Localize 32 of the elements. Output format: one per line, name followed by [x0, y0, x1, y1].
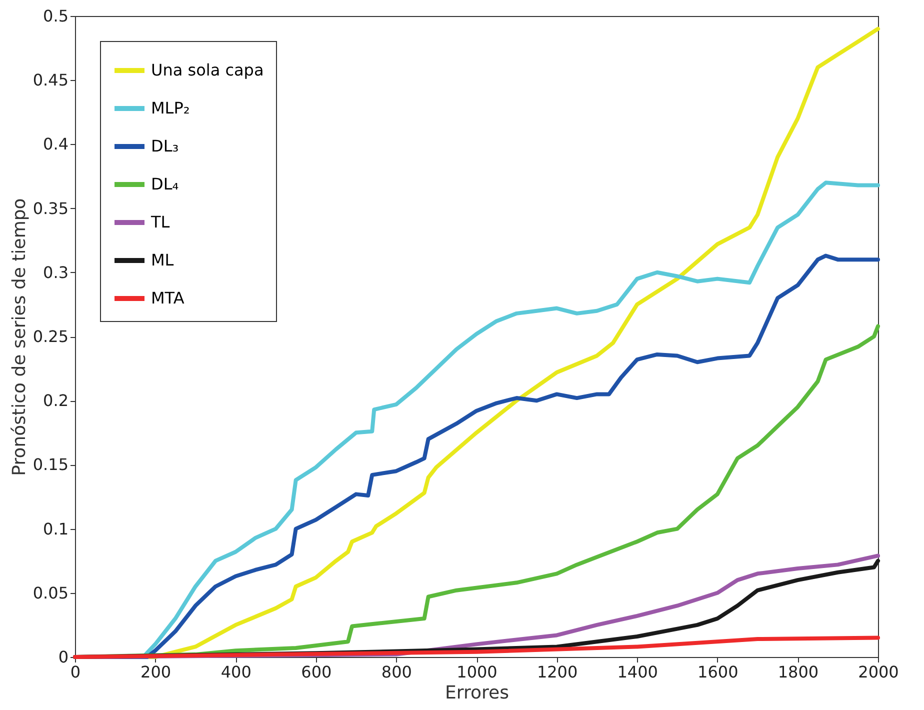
y-axis-title: Pronóstico de series de tiempo	[8, 198, 30, 476]
x-tick-label: 800	[381, 662, 412, 682]
y-tick-label: 0.25	[32, 327, 68, 346]
y-tick-label: 0.15	[32, 455, 68, 474]
x-tick-label: 200	[140, 662, 172, 682]
y-tick-label: 0.1	[43, 519, 68, 538]
x-tick-label: 600	[301, 662, 332, 682]
y-tick-label: 0.2	[43, 391, 68, 410]
x-tick-label: 1000	[456, 662, 498, 682]
y-tick-label: 0.3	[43, 262, 68, 282]
x-axis-title: Errores	[445, 682, 509, 704]
y-tick-label: 0.4	[43, 134, 68, 154]
legend-label: Una sola capa	[151, 60, 264, 80]
line-series	[73, 636, 880, 659]
legend-label: MTA	[151, 288, 184, 308]
x-tick-label: 400	[220, 662, 252, 682]
legend-label: TL	[150, 212, 170, 232]
y-tick-label: 0.05	[32, 583, 68, 602]
x-tick-label: 1400	[617, 662, 658, 682]
legend-label: ML	[151, 250, 174, 270]
x-tick-label: 2000	[858, 662, 899, 682]
y-tick-label: 0.5	[43, 6, 68, 26]
y-tick-label: 0	[58, 648, 68, 666]
legend-label: DL₃	[151, 136, 179, 156]
legend-label: DL₄	[151, 174, 179, 194]
legend-label: MLP₂	[151, 98, 190, 118]
x-tick-label: 0	[70, 662, 81, 682]
x-tick-label: 1600	[698, 662, 738, 682]
y-tick-label: 0.35	[32, 198, 68, 218]
x-tick-label: 1800	[778, 662, 819, 682]
x-tick-label: 1200	[536, 662, 578, 682]
y-tick-label: 0.45	[32, 70, 68, 90]
